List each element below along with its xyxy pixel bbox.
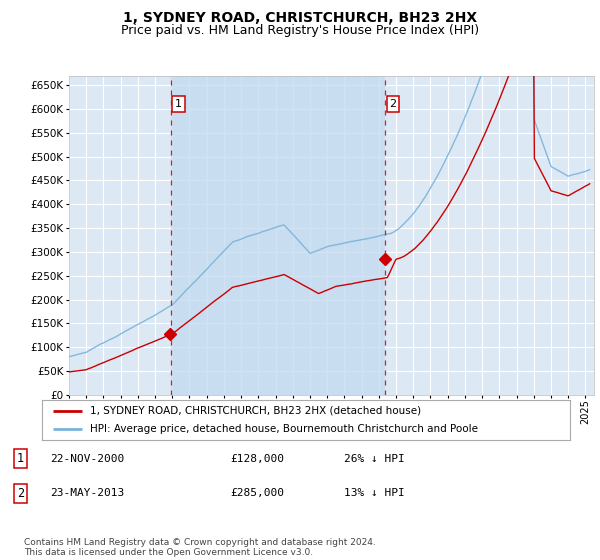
Text: 1, SYDNEY ROAD, CHRISTCHURCH, BH23 2HX: 1, SYDNEY ROAD, CHRISTCHURCH, BH23 2HX: [123, 11, 477, 25]
Text: 22-NOV-2000: 22-NOV-2000: [50, 454, 124, 464]
Text: 2: 2: [17, 487, 24, 500]
Text: 1: 1: [17, 452, 24, 465]
Text: 1: 1: [175, 99, 182, 109]
Text: £285,000: £285,000: [230, 488, 284, 498]
Text: 1, SYDNEY ROAD, CHRISTCHURCH, BH23 2HX (detached house): 1, SYDNEY ROAD, CHRISTCHURCH, BH23 2HX (…: [89, 406, 421, 416]
Bar: [170, 76, 385, 395]
Text: HPI: Average price, detached house, Bournemouth Christchurch and Poole: HPI: Average price, detached house, Bour…: [89, 424, 478, 434]
Text: 23-MAY-2013: 23-MAY-2013: [50, 488, 124, 498]
Text: £128,000: £128,000: [230, 454, 284, 464]
Text: Price paid vs. HM Land Registry's House Price Index (HPI): Price paid vs. HM Land Registry's House …: [121, 24, 479, 36]
Text: 13% ↓ HPI: 13% ↓ HPI: [344, 488, 404, 498]
Text: Contains HM Land Registry data © Crown copyright and database right 2024.
This d: Contains HM Land Registry data © Crown c…: [24, 538, 376, 557]
Text: 26% ↓ HPI: 26% ↓ HPI: [344, 454, 404, 464]
Text: 2: 2: [389, 99, 397, 109]
